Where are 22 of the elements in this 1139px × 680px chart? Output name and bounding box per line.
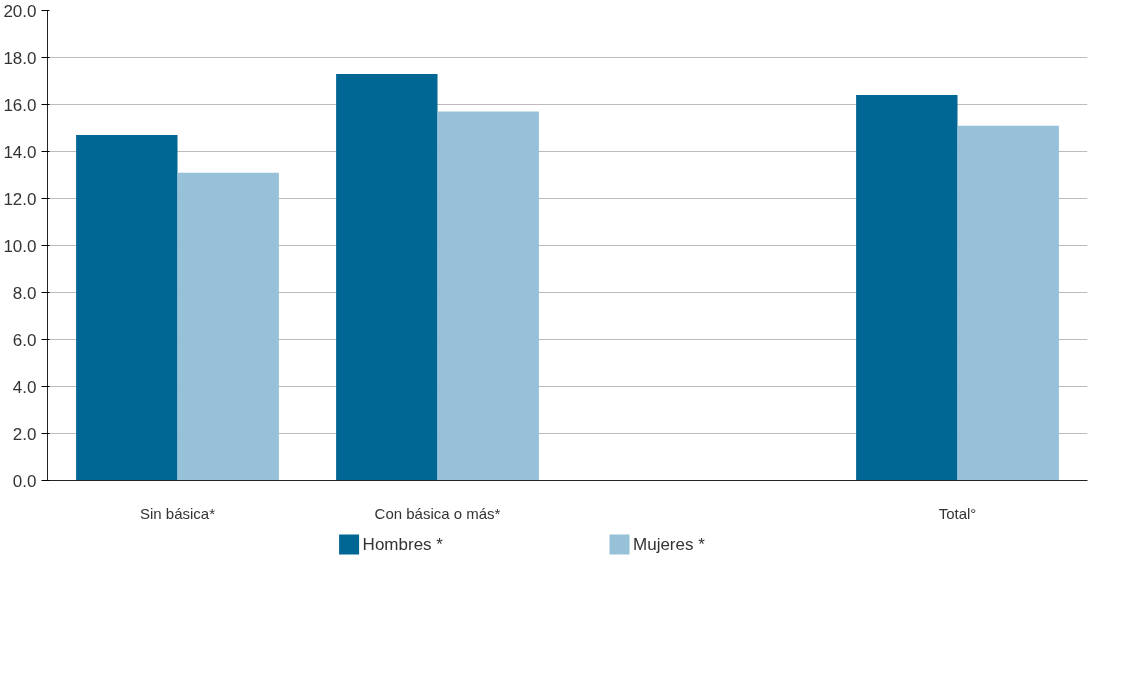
y-tick-label: 12.0 (3, 189, 37, 209)
legend-label: Hombres * (362, 535, 444, 554)
y-tick-label: 2.0 (12, 424, 37, 444)
bar (437, 111, 539, 481)
bar (177, 172, 279, 481)
y-tick-label: 0.0 (12, 471, 37, 491)
y-tick-label: 20.0 (3, 1, 37, 21)
y-tick-label: 8.0 (12, 283, 37, 303)
bar (76, 135, 178, 481)
x-tick-label: Con básica o más* (374, 504, 501, 522)
bar (957, 125, 1059, 481)
y-tick-label: 4.0 (12, 377, 37, 397)
bar (856, 95, 958, 481)
y-tick-label: 10.0 (3, 236, 37, 256)
y-tick-label: 16.0 (3, 95, 37, 115)
x-tick-label: Sin básica* (139, 504, 216, 522)
legend-label: Mujeres * (633, 535, 706, 554)
y-tick-label: 18.0 (3, 48, 37, 68)
x-tick-label: Total° (938, 504, 977, 522)
bar (336, 73, 438, 481)
y-tick-label: 6.0 (12, 330, 37, 350)
y-tick-label: 14.0 (3, 142, 37, 162)
